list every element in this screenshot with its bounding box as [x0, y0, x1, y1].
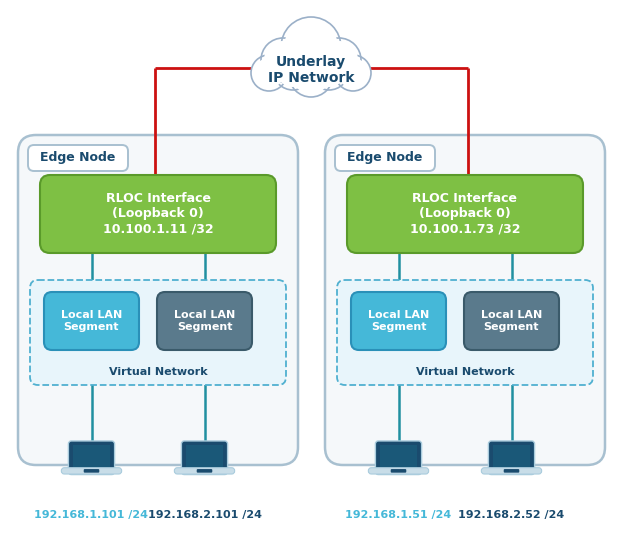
FancyBboxPatch shape	[44, 292, 139, 350]
FancyBboxPatch shape	[482, 468, 541, 474]
FancyBboxPatch shape	[186, 446, 223, 470]
Text: Local LAN
Segment: Local LAN Segment	[61, 310, 122, 332]
FancyBboxPatch shape	[325, 135, 605, 465]
Circle shape	[281, 17, 341, 77]
Circle shape	[261, 38, 305, 82]
Circle shape	[264, 41, 302, 79]
Text: 192.168.2.52 /24: 192.168.2.52 /24	[459, 510, 564, 520]
Circle shape	[292, 56, 330, 94]
Circle shape	[276, 53, 310, 87]
FancyBboxPatch shape	[40, 175, 276, 253]
Text: Virtual Network: Virtual Network	[416, 367, 515, 377]
Text: RLOC Interface
(Loopback 0)
10.100.1.11 /32: RLOC Interface (Loopback 0) 10.100.1.11 …	[103, 192, 213, 235]
FancyBboxPatch shape	[83, 469, 99, 473]
FancyBboxPatch shape	[488, 441, 535, 475]
FancyBboxPatch shape	[157, 292, 252, 350]
FancyBboxPatch shape	[73, 446, 110, 470]
FancyBboxPatch shape	[18, 135, 298, 465]
Circle shape	[335, 55, 371, 91]
Text: Edge Node: Edge Node	[40, 151, 116, 164]
Text: 192.168.1.51 /24: 192.168.1.51 /24	[345, 510, 452, 520]
Circle shape	[273, 50, 313, 90]
FancyBboxPatch shape	[69, 441, 115, 475]
Text: Virtual Network: Virtual Network	[108, 367, 207, 377]
Circle shape	[289, 53, 333, 97]
FancyBboxPatch shape	[30, 280, 286, 385]
Circle shape	[320, 41, 358, 79]
FancyBboxPatch shape	[337, 280, 593, 385]
Circle shape	[312, 53, 346, 87]
FancyBboxPatch shape	[335, 145, 435, 171]
FancyBboxPatch shape	[174, 468, 235, 474]
Circle shape	[338, 58, 368, 88]
FancyBboxPatch shape	[493, 446, 530, 470]
FancyBboxPatch shape	[380, 446, 417, 470]
Text: Underlay
IP Network: Underlay IP Network	[268, 55, 354, 85]
Text: RLOC Interface
(Loopback 0)
10.100.1.73 /32: RLOC Interface (Loopback 0) 10.100.1.73 …	[410, 192, 520, 235]
Text: 192.168.2.101 /24: 192.168.2.101 /24	[148, 510, 262, 520]
FancyBboxPatch shape	[464, 292, 559, 350]
Text: Local LAN
Segment: Local LAN Segment	[481, 310, 542, 332]
Circle shape	[254, 58, 284, 88]
FancyBboxPatch shape	[197, 469, 212, 473]
Circle shape	[251, 55, 287, 91]
Text: Local LAN
Segment: Local LAN Segment	[174, 310, 235, 332]
FancyBboxPatch shape	[391, 469, 406, 473]
FancyBboxPatch shape	[28, 145, 128, 171]
Circle shape	[309, 50, 349, 90]
FancyBboxPatch shape	[61, 468, 121, 474]
Circle shape	[284, 20, 338, 74]
FancyBboxPatch shape	[351, 292, 446, 350]
FancyBboxPatch shape	[181, 441, 227, 475]
Text: Edge Node: Edge Node	[347, 151, 422, 164]
Text: 192.168.1.101 /24: 192.168.1.101 /24	[34, 510, 148, 520]
FancyBboxPatch shape	[347, 175, 583, 253]
Text: Local LAN
Segment: Local LAN Segment	[368, 310, 429, 332]
FancyBboxPatch shape	[368, 468, 429, 474]
Circle shape	[317, 38, 361, 82]
FancyBboxPatch shape	[504, 469, 520, 473]
FancyBboxPatch shape	[376, 441, 422, 475]
